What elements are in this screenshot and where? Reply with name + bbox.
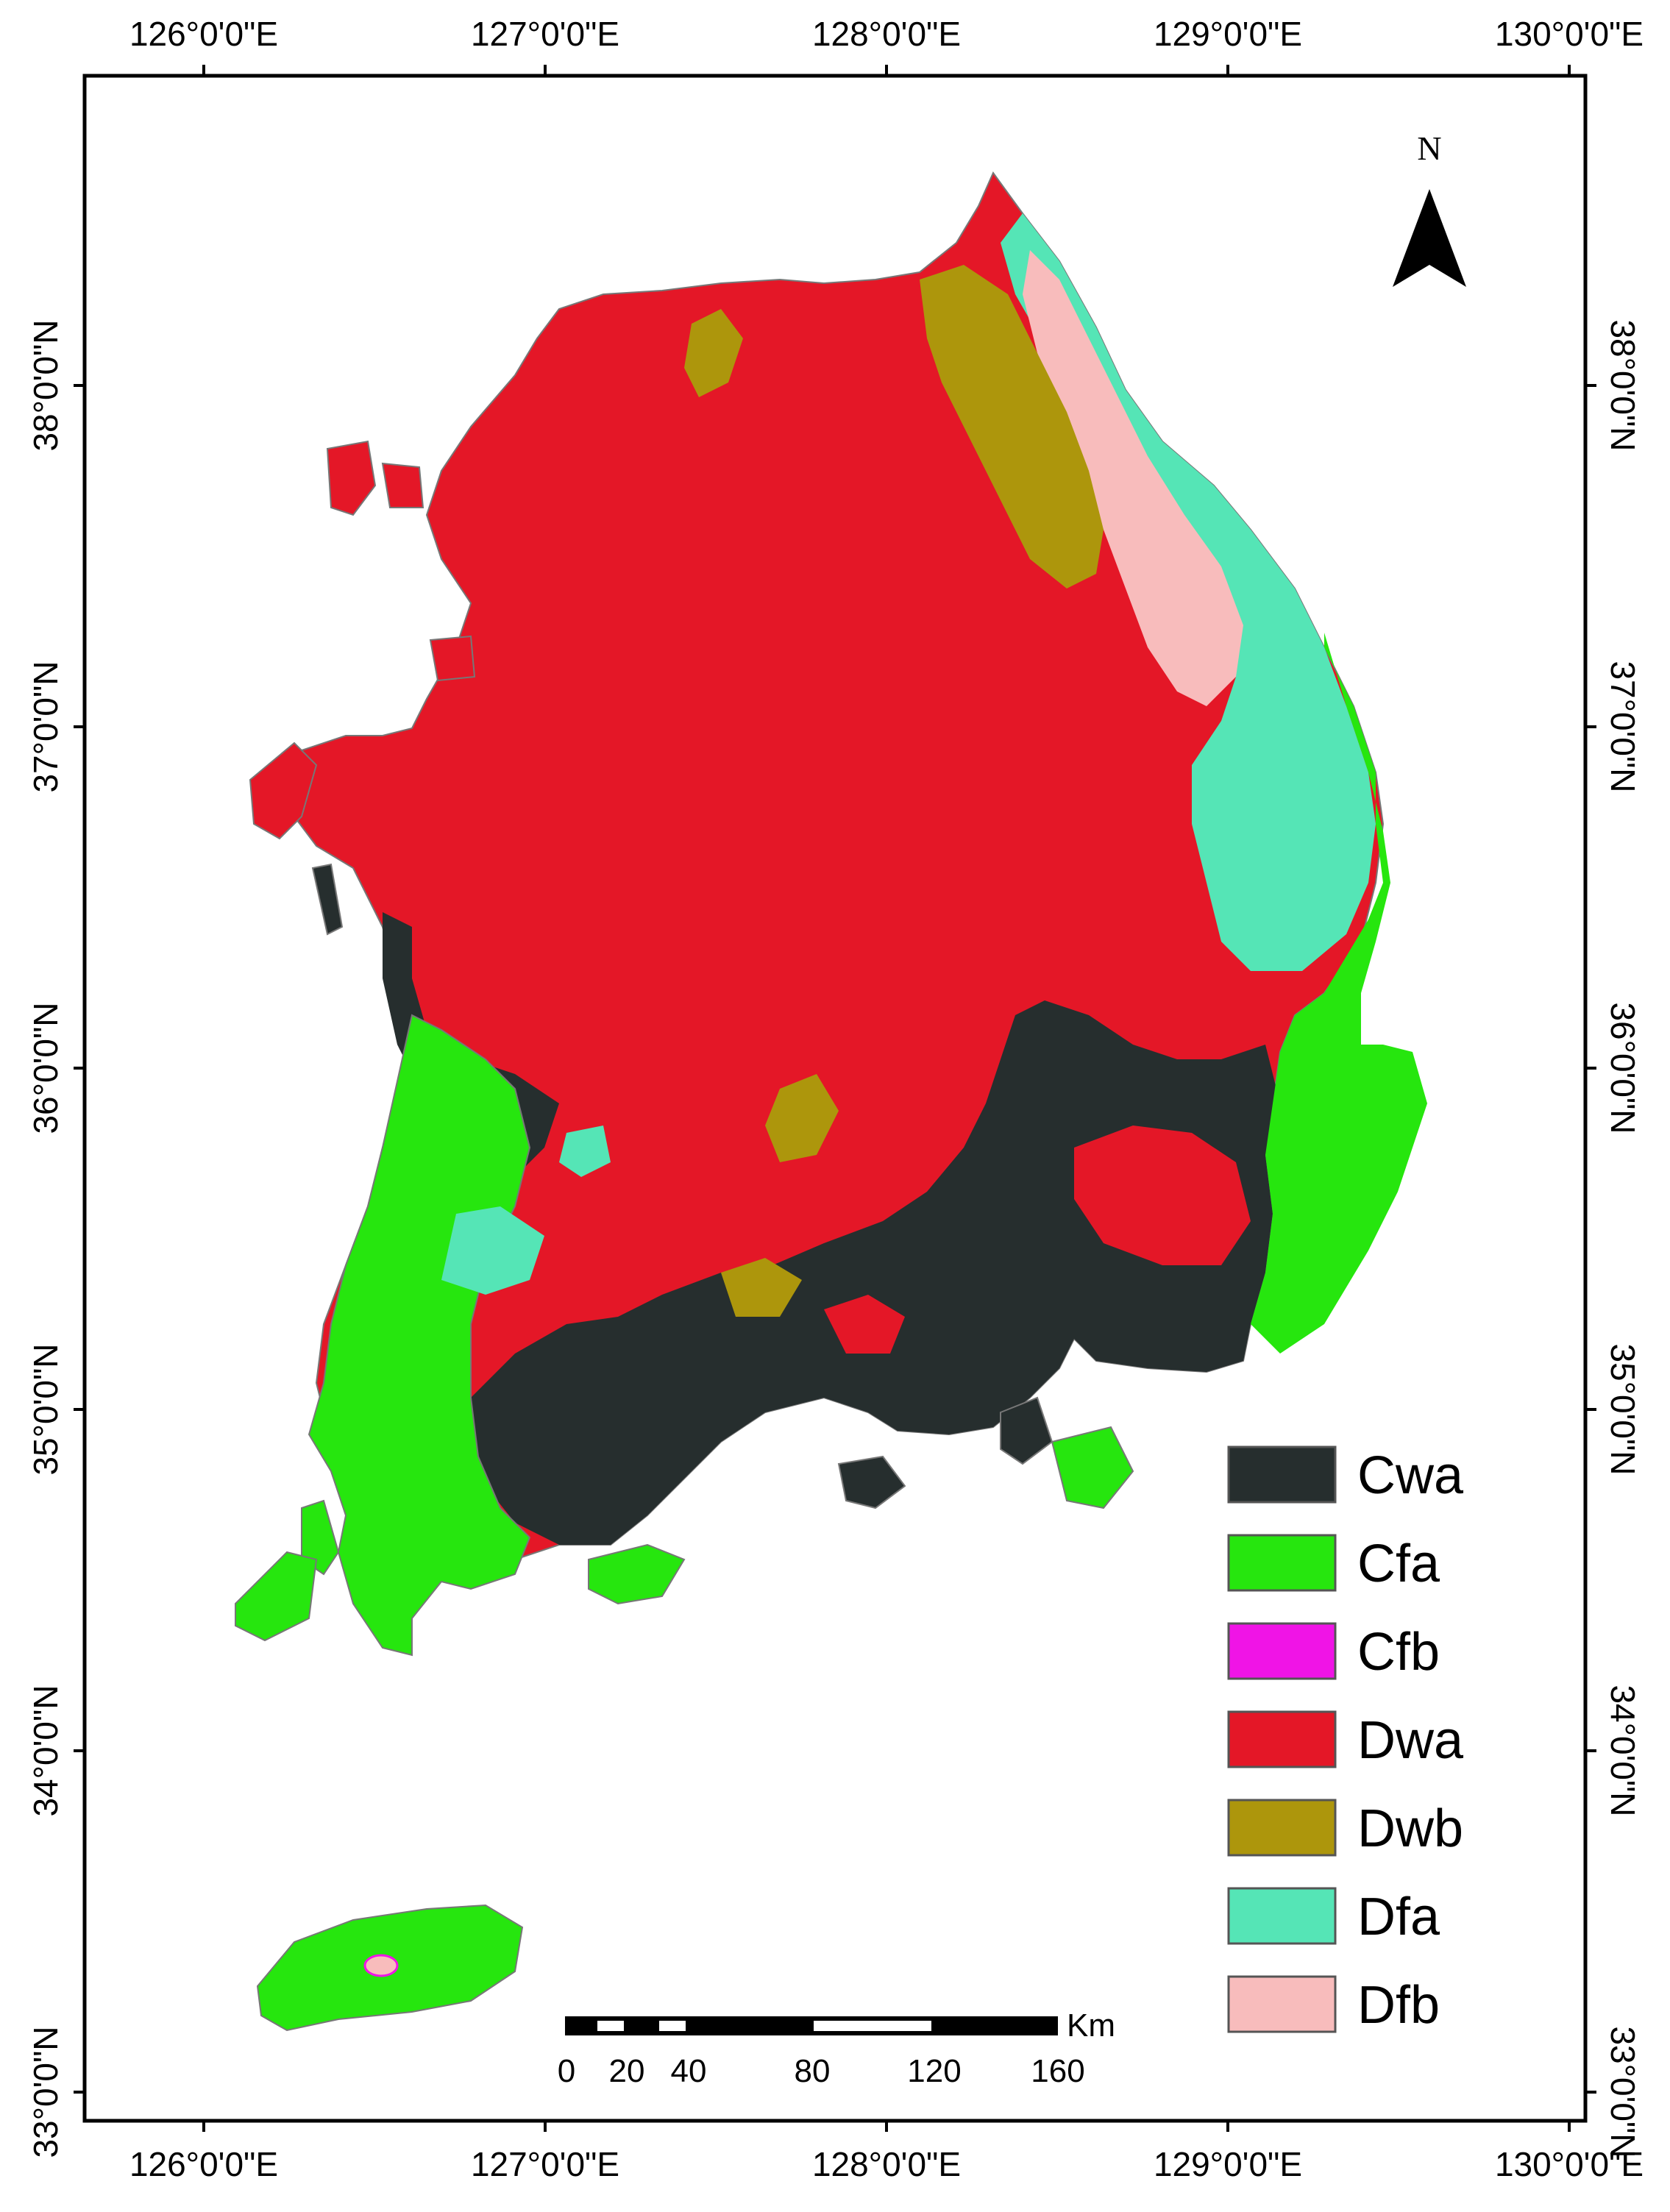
scale-label-80: 80 — [795, 2053, 831, 2089]
dwb-patch-central — [765, 1074, 839, 1162]
map-frame — [82, 74, 1588, 2123]
legend-swatch-cwa — [1227, 1445, 1337, 1504]
northeast-dfb-region — [1023, 250, 1243, 706]
scale-label-20: 20 — [609, 2053, 645, 2089]
legend-label-dfb: Dfb — [1357, 1976, 1440, 2035]
dfa-patch-west-inland — [559, 1125, 611, 1177]
southwest-cfa-region — [308, 1014, 531, 1657]
north-arrow-label: N — [1417, 129, 1441, 167]
legend-label-dwa: Dwa — [1357, 1711, 1464, 1770]
lat-ticks — [74, 384, 1596, 2094]
island-geoje — [1000, 1396, 1053, 1465]
lat-label-left-34: 34°0'0"N — [26, 1685, 65, 1816]
legend-label-cwa: Cwa — [1357, 1446, 1464, 1505]
lat-label-left-38: 38°0'0"N — [26, 319, 65, 451]
island-taean — [249, 742, 318, 840]
lat-label-right-35: 35°0'0"N — [1604, 1343, 1642, 1475]
scale-label-120: 120 — [907, 2053, 961, 2089]
legend-label-cfa: Cfa — [1357, 1534, 1440, 1593]
legend-swatch-dfa — [1227, 1887, 1337, 1945]
island-yeongjong — [429, 635, 476, 682]
scale-label-0: 0 — [558, 2053, 575, 2089]
island-jindo — [301, 1499, 340, 1576]
lon-label-bottom-130: 130°0'0"E — [1495, 2145, 1644, 2183]
legend-label-dwb: Dwb — [1357, 1799, 1463, 1858]
lat-label-left-35: 35°0'0"N — [26, 1343, 65, 1475]
legend-swatch-dwa — [1227, 1710, 1337, 1768]
lat-label-right-37: 37°0'0"N — [1604, 661, 1642, 792]
lon-label-top-127: 127°0'0"E — [471, 15, 619, 53]
island-anmyeon — [311, 863, 344, 936]
legend-swatch-cfa — [1227, 1534, 1337, 1592]
legend-swatch-dfb — [1227, 1975, 1337, 2033]
lon-label-top-126: 126°0'0"E — [129, 15, 278, 53]
north-arrow: N — [1393, 129, 1466, 287]
island-gyodong — [381, 462, 424, 508]
lon-label-bottom-127: 127°0'0"E — [471, 2145, 619, 2183]
lat-label-right-36: 36°0'0"N — [1604, 1002, 1642, 1134]
dwa-patch-south — [824, 1295, 905, 1354]
lon-label-top-128: 128°0'0"E — [812, 15, 961, 53]
island-wando — [588, 1543, 686, 1605]
scale-label-160: 160 — [1031, 2053, 1084, 2089]
lon-ticks — [202, 65, 1571, 2132]
lon-label-bottom-128: 128°0'0"E — [812, 2145, 961, 2183]
jeju-hallasan-dfb-patch — [363, 1954, 399, 1977]
lon-label-bottom-129: 129°0'0"E — [1154, 2145, 1302, 2183]
scale-bar: Km 0 20 40 80 120 160 — [558, 2007, 1115, 2089]
east-coast-cfa-strip — [1251, 633, 1427, 1354]
legend-swatch-dwb — [1227, 1799, 1337, 1857]
lat-label-right-38: 38°0'0"N — [1604, 319, 1642, 451]
lat-label-left-33: 33°0'0"N — [26, 2026, 65, 2158]
southern-cwa-region — [463, 1000, 1280, 1545]
lon-label-top-130: 130°0'0"E — [1495, 15, 1644, 53]
island-sinan — [235, 1551, 318, 1642]
island-tongyeong — [1051, 1426, 1134, 1509]
lat-label-left-36: 36°0'0"N — [26, 1002, 65, 1134]
dfa-patch-southwest — [441, 1206, 544, 1295]
lon-label-bottom-126: 126°0'0"E — [129, 2145, 278, 2183]
lon-label-top-129: 129°0'0"E — [1154, 15, 1302, 53]
lat-label-right-34: 34°0'0"N — [1604, 1685, 1642, 1816]
island-ganghwa — [326, 440, 377, 516]
dwb-patch-south — [721, 1258, 802, 1317]
lat-label-right-33: 33°0'0"N — [1604, 2026, 1642, 2158]
scale-label-40: 40 — [671, 2053, 707, 2089]
legend-label-dfa: Dfa — [1357, 1888, 1440, 1946]
korea-landmass — [235, 171, 1427, 2032]
dwb-patch-north — [684, 309, 743, 397]
scale-unit: Km — [1067, 2007, 1115, 2044]
island-namhae — [837, 1455, 906, 1509]
lat-label-left-37: 37°0'0"N — [26, 661, 65, 792]
legend-swatch-cfb — [1227, 1622, 1337, 1680]
north-arrow-icon — [1393, 189, 1466, 287]
dwa-patch-southeast — [1074, 1125, 1251, 1265]
legend-label-cfb: Cfb — [1357, 1623, 1440, 1682]
taebaek-dwb-region — [920, 265, 1104, 588]
legend: Cwa Cfa Cfb Dwa Dwb Dfa Dfb — [1227, 1445, 1464, 2035]
